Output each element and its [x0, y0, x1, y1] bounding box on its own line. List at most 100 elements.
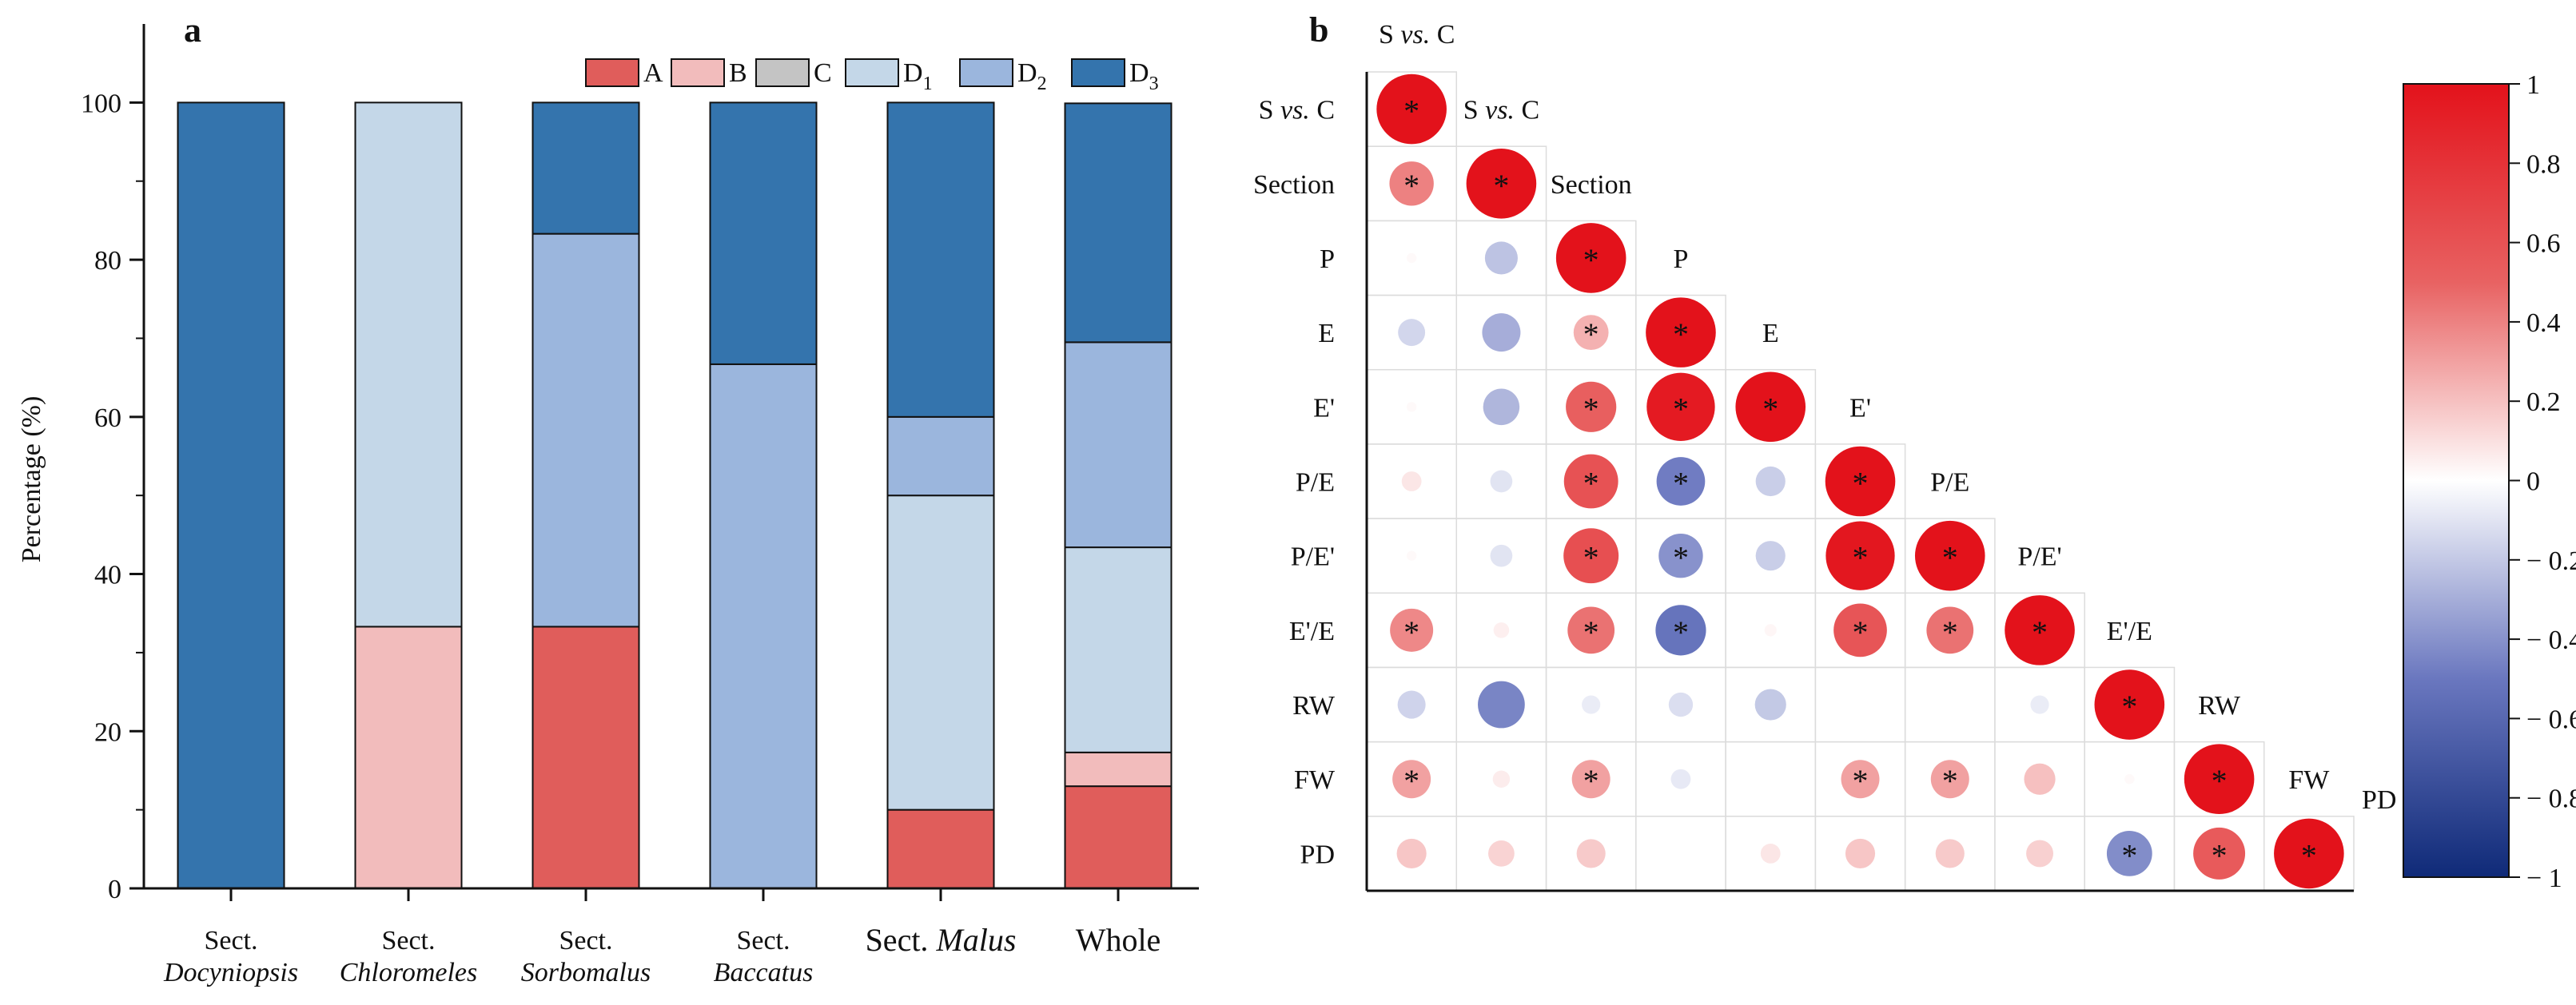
diagonal-label: P/E: [1930, 468, 1969, 498]
correlation-circle: [1670, 769, 1691, 789]
colorbar-tick-label: − 1: [2526, 864, 2562, 893]
correlation-circle: [1492, 770, 1511, 788]
colorbar-tick-label: − 0.2: [2526, 546, 2576, 576]
bar-segment: [532, 101, 640, 235]
correlation-circle: [2274, 818, 2344, 889]
grid-cell: [1635, 816, 1726, 892]
legend-swatch: [585, 58, 639, 87]
correlation-circle: [1555, 223, 1626, 293]
correlation-circle: [1646, 297, 1716, 367]
correlation-circle: [1488, 840, 1515, 867]
legend-label: B: [729, 58, 747, 88]
significance-star: *: [1583, 391, 1599, 427]
x-tick-label: Sect. Malus: [866, 922, 1017, 958]
label-text: C: [1310, 96, 1335, 125]
significance-star: *: [1853, 540, 1869, 576]
x-tick-label-prefix: Sect.: [559, 926, 612, 955]
colorbar-tick-label: 0: [2526, 467, 2540, 497]
significance-star: *: [2032, 614, 2048, 650]
significance-star: *: [2301, 837, 2317, 873]
label-text: PD: [1300, 840, 1335, 869]
row-label: S vs. C: [1259, 96, 1335, 125]
y-tick-label: 100: [81, 89, 121, 118]
label-text: RW: [2198, 691, 2241, 721]
correlation-circle: [1563, 454, 1618, 509]
label-text: Section: [1551, 170, 1632, 200]
correlation-circle: [1401, 471, 1422, 491]
bar-segment: [886, 495, 995, 811]
row-label: RW: [1292, 691, 1336, 721]
colorbar-tick-label: 0.8: [2526, 149, 2561, 179]
significance-star: *: [1403, 168, 1419, 204]
panel-label-b: b: [1309, 10, 1328, 50]
correlation-circle: [1573, 315, 1609, 351]
correlation-circle: [1755, 541, 1786, 571]
correlation-circle: [1825, 446, 1896, 517]
correlation-circle: [2184, 744, 2255, 815]
significance-star: *: [2212, 763, 2228, 799]
row-label: E'/E: [1289, 617, 1335, 646]
correlation-circle: [1397, 690, 1426, 719]
label-text: FW: [1294, 765, 1336, 795]
correlation-circle: [1935, 839, 1965, 868]
legend-subscript: 3: [1149, 73, 1159, 94]
correlation-circle: [1567, 606, 1615, 654]
label-text: S: [1259, 96, 1280, 125]
correlation-circle: [1825, 521, 1895, 590]
legend-label: A: [643, 58, 663, 88]
row-label: PD: [1300, 840, 1335, 869]
correlation-circles: * * * * * * * * * * * * * * * * * * * * * * * * * * * * * * *: [1376, 73, 2344, 889]
correlation-circle: [1845, 838, 1876, 868]
corner-label: S vs. C: [1379, 20, 1455, 50]
row-label: FW: [1294, 765, 1336, 795]
correlation-circle: [1389, 161, 1434, 206]
colorbar-tick-label: 0.6: [2526, 229, 2561, 259]
bar-segment: [886, 808, 995, 889]
bar-segment: [1064, 785, 1173, 889]
correlation-circle: [1376, 73, 1447, 145]
x-tick-label-name: Docyniopsis: [163, 958, 298, 987]
correlation-circle: [1566, 381, 1617, 432]
significance-star: *: [1673, 466, 1689, 502]
bar-segment: [532, 626, 640, 889]
legend-swatch: [671, 58, 725, 87]
diagonal-label: RW: [2198, 691, 2241, 721]
correlation-circle: [2124, 774, 2135, 785]
label-name: Whole: [1076, 922, 1161, 958]
correlation-circle: [2024, 763, 2056, 795]
x-tick-label-name: Sorbomalus: [521, 958, 651, 987]
row-label: P/E: [1296, 468, 1335, 498]
correlation-circle: [2030, 695, 2049, 714]
y-tick-layer: 0 20 40 60 80 100: [81, 89, 144, 904]
legend-swatch: [1071, 58, 1125, 87]
correlation-circle: [1833, 603, 1887, 657]
significance-star: *: [1583, 763, 1599, 799]
x-tick-label-name: Chloromeles: [340, 958, 478, 987]
colorbar-tick-label: 0.2: [2526, 387, 2561, 417]
significance-star: *: [2121, 689, 2137, 725]
bar-segment: [354, 101, 463, 628]
significance-star: *: [1583, 466, 1599, 502]
label-text: E: [1762, 319, 1779, 348]
correlation-circle: [1466, 148, 1537, 219]
label-text: E': [1849, 393, 1871, 423]
legend: A B C D1 D2 D3: [585, 58, 1159, 94]
correlation-circle: [1656, 457, 1706, 506]
diagonal-label: S vs. C: [1463, 96, 1539, 125]
row-label: P/E': [1291, 542, 1335, 572]
significance-star: *: [1583, 316, 1599, 352]
bar-segment: [1064, 751, 1173, 788]
correlation-circle: [1563, 528, 1619, 584]
legend-label: D1: [903, 58, 933, 94]
legend-label: C: [814, 58, 832, 88]
legend-name: C: [814, 58, 832, 88]
label-italic: vs.: [1400, 20, 1430, 50]
label-text: E': [1313, 393, 1335, 423]
label-name: Malus: [935, 922, 1016, 958]
label-text: P: [1673, 244, 1688, 274]
legend-name: D: [1017, 58, 1037, 88]
x-tick-label-name: Baccatus: [714, 958, 814, 987]
diagonal-label: PD: [2362, 785, 2396, 815]
correlation-circle: [1478, 681, 1525, 729]
